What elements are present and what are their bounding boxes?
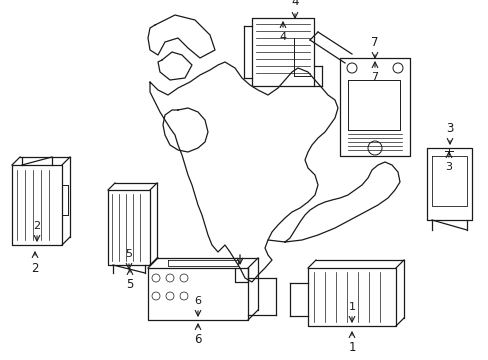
Text: 2: 2 — [31, 262, 39, 275]
Text: 1: 1 — [347, 341, 355, 354]
Text: 4: 4 — [291, 0, 298, 8]
Text: 1: 1 — [348, 302, 355, 312]
Text: 5: 5 — [126, 278, 133, 291]
Text: 6: 6 — [194, 333, 202, 346]
Text: 5: 5 — [125, 249, 132, 259]
Text: 3: 3 — [445, 162, 451, 172]
Text: 2: 2 — [33, 221, 41, 231]
Text: 7: 7 — [371, 72, 378, 82]
Text: 4: 4 — [279, 32, 286, 42]
Text: 6: 6 — [194, 296, 201, 306]
Text: 3: 3 — [446, 122, 453, 135]
Text: 7: 7 — [370, 36, 378, 49]
